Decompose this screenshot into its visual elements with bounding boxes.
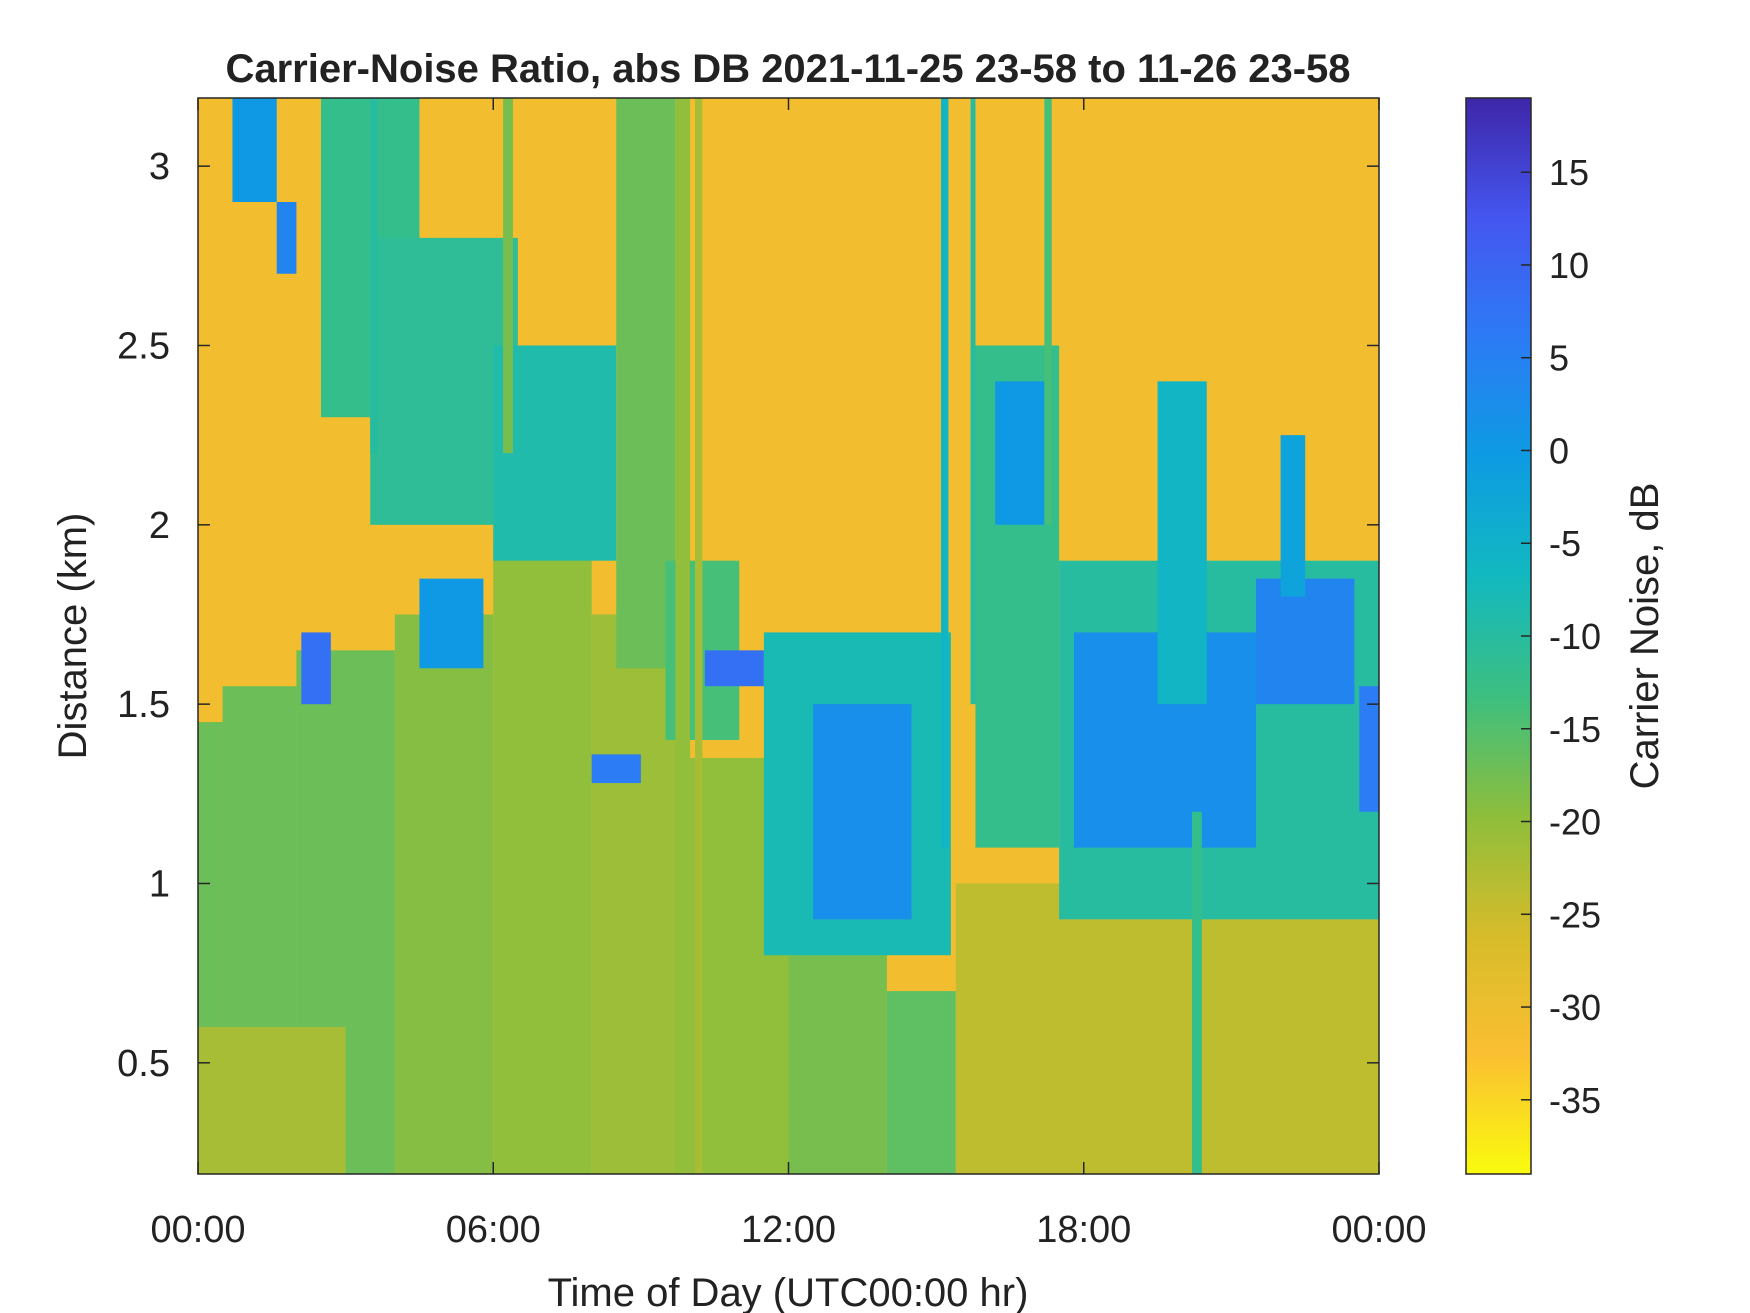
heatmap-region xyxy=(276,202,297,274)
heatmap-streak xyxy=(503,98,513,454)
colorbar-tick-label: -25 xyxy=(1549,894,1601,935)
y-tick-label: 3 xyxy=(149,146,170,188)
heatmap-region xyxy=(232,98,277,203)
heatmap-region xyxy=(1157,381,1207,705)
colorbar-fill xyxy=(1466,98,1531,1174)
x-axis-label: Time of Day (UTC00:00 hr) xyxy=(548,1271,1029,1313)
colorbar-tick-label: -10 xyxy=(1549,616,1601,657)
colorbar-tick-label: -5 xyxy=(1549,523,1581,564)
heatmap-streak xyxy=(970,98,976,705)
x-tick-label: 18:00 xyxy=(1036,1209,1131,1251)
heatmap-region xyxy=(1255,578,1355,705)
colorbar-tick-label: -20 xyxy=(1549,802,1601,843)
colorbar-tick-label: 5 xyxy=(1549,338,1569,379)
heatmap-region xyxy=(813,704,912,920)
y-tick-label: 1 xyxy=(149,863,170,905)
colorbar-tick-label: 15 xyxy=(1549,152,1589,193)
colorbar-tick-label: -15 xyxy=(1549,709,1601,750)
x-axis: 00:00 06:00 12:00 18:00 00:00 xyxy=(150,98,1427,1251)
heatmap-cells xyxy=(198,98,1379,1174)
heatmap-region xyxy=(1280,435,1306,597)
heatmap-region xyxy=(301,632,331,705)
y-tick-label: 1.5 xyxy=(117,684,170,726)
x-tick-label: 00:00 xyxy=(150,1209,245,1251)
y-tick-label: 2.5 xyxy=(117,325,170,367)
x-tick-label: 12:00 xyxy=(741,1209,836,1251)
heatmap-streak xyxy=(941,98,949,848)
heatmap-region xyxy=(616,98,676,669)
heatmap-plot-area xyxy=(197,97,1380,1175)
heatmap-region xyxy=(995,381,1045,525)
y-tick-label: 2 xyxy=(149,505,170,547)
chart-title: Carrier-Noise Ratio, abs DB 2021-11-25 2… xyxy=(225,47,1350,91)
heatmap-streak xyxy=(1192,811,1202,1174)
x-tick-label: 00:00 xyxy=(1331,1209,1426,1251)
x-tick-label: 06:00 xyxy=(446,1209,541,1251)
colorbar-tick-label: -30 xyxy=(1549,987,1601,1028)
heatmap-region xyxy=(591,754,641,784)
heatmap-region xyxy=(886,991,956,1174)
heatmap-region xyxy=(493,345,617,561)
heatmap-streak xyxy=(695,98,703,1174)
heatmap-region xyxy=(493,542,592,1174)
y-axis-label: Distance (km) xyxy=(51,513,95,760)
heatmap-streak xyxy=(1044,98,1052,525)
heatmap-region xyxy=(370,237,518,525)
heatmap-streak xyxy=(370,98,378,454)
heatmap-region xyxy=(419,578,484,669)
colorbar-tick-label: 10 xyxy=(1549,245,1589,286)
colorbar-label: Carrier Noise, dB xyxy=(1623,483,1667,790)
heatmap-region xyxy=(198,1026,346,1174)
colorbar-tick-label: 0 xyxy=(1549,430,1569,471)
heatmap-region xyxy=(704,650,764,687)
colorbar-tick-label: -35 xyxy=(1549,1080,1601,1121)
heatmap-region xyxy=(1359,686,1379,812)
y-tick-label: 0.5 xyxy=(117,1043,170,1085)
heatmap-region xyxy=(955,883,1379,1174)
y-axis: 0.5 1 1.5 2 2.5 3 xyxy=(117,146,1379,1085)
colorbar: 15 10 5 0 -5 -10 -15 -20 -25 -30 -35 xyxy=(1465,97,1601,1175)
colorbar-ticks: 15 10 5 0 -5 -10 -15 -20 -25 -30 -35 xyxy=(1521,152,1601,1121)
heatmap-streak xyxy=(675,98,691,1174)
heatmap-region xyxy=(394,614,494,1174)
